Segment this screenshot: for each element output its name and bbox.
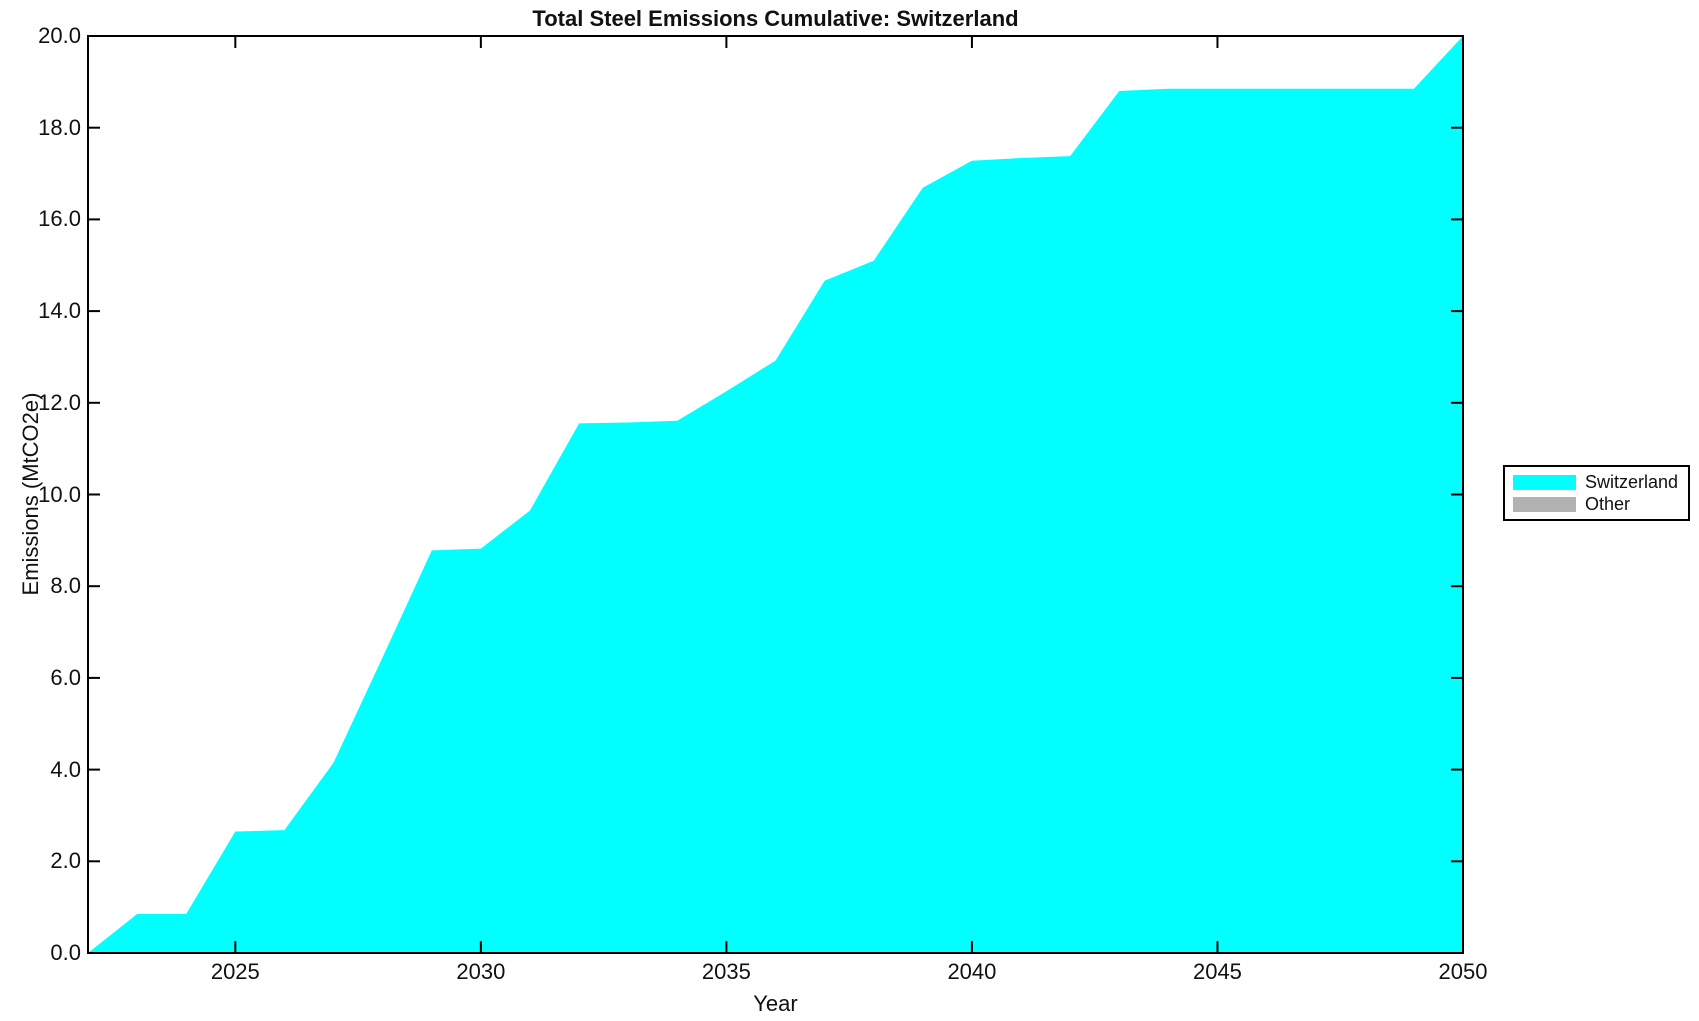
y-tick-label: 2.0 (50, 848, 81, 874)
y-tick-label: 12.0 (38, 389, 81, 415)
plot-frame (87, 35, 1464, 954)
y-tick-label: 14.0 (38, 298, 81, 324)
legend: Switzerland Other (1503, 465, 1690, 521)
legend-item-other: Other (1513, 494, 1680, 514)
y-tick-label: 20.0 (38, 23, 81, 48)
legend-swatch-switzerland (1513, 475, 1576, 490)
x-axis-label: Year (753, 991, 798, 1016)
y-tick-label: 10.0 (38, 481, 81, 507)
x-tick-label: 2025 (210, 959, 260, 984)
x-tick-label: 2040 (947, 959, 997, 984)
y-tick-label: 0.0 (50, 940, 81, 965)
legend-swatch-other (1513, 497, 1576, 512)
x-tick-label: 2035 (701, 959, 751, 984)
area-series-switzerland (88, 36, 1463, 953)
y-tick-label: 8.0 (50, 573, 81, 599)
y-tick-label: 6.0 (50, 664, 81, 690)
y-tick-label: 16.0 (38, 206, 81, 232)
x-tick-label: 2045 (1192, 959, 1242, 984)
legend-label: Other (1585, 494, 1631, 514)
y-tick-label: 18.0 (38, 114, 81, 140)
series-areas (88, 36, 1463, 953)
x-tick-label: 2030 (456, 959, 506, 984)
y-tick-label: 4.0 (50, 756, 81, 782)
legend-label: Switzerland (1585, 472, 1679, 492)
legend-item-switzerland: Switzerland (1513, 472, 1680, 492)
chart-title: Total Steel Emissions Cumulative: Switze… (532, 6, 1019, 31)
x-tick-label: 2050 (1438, 959, 1488, 984)
